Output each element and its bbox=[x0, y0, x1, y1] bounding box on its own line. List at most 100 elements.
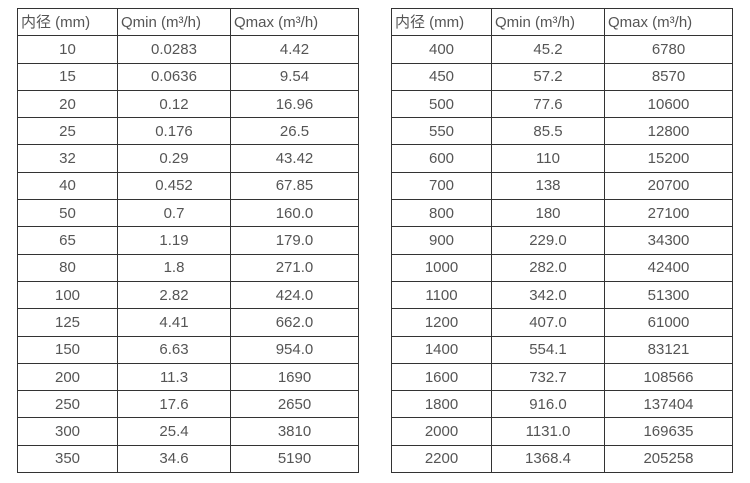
table-cell: 179.0 bbox=[230, 226, 359, 255]
table-cell: 2.82 bbox=[117, 280, 231, 310]
table-cell: 1400 bbox=[391, 335, 492, 364]
table-cell: 43.42 bbox=[230, 144, 359, 173]
table-row: 200 11.3 1690 bbox=[17, 362, 359, 392]
flow-table-small-diameters: 内径 (mm) Qmin (m³/h) Qmax (m³/h) 10 0.0283… bbox=[17, 7, 359, 474]
col-header-diameter: 内径 (mm) bbox=[391, 7, 492, 37]
table-cell: 0.12 bbox=[117, 89, 231, 119]
table-cell: 50 bbox=[17, 199, 118, 228]
table-cell: 40 bbox=[17, 171, 118, 201]
table-cell: 5190 bbox=[230, 444, 359, 474]
table-cell: 4.41 bbox=[117, 308, 231, 337]
table-cell: 2000 bbox=[391, 417, 492, 446]
table-row: 25 0.176 26.5 bbox=[17, 117, 359, 146]
col-header-qmin: Qmin (m³/h) bbox=[117, 7, 231, 37]
table-cell: 4.42 bbox=[230, 35, 359, 64]
table-cell: 1.8 bbox=[117, 253, 231, 282]
table-cell: 83121 bbox=[604, 335, 733, 364]
table-cell: 10600 bbox=[604, 89, 733, 119]
table-row: 550 85.5 12800 bbox=[391, 117, 733, 146]
table-row: 1000 282.0 42400 bbox=[391, 253, 733, 282]
table-row: 700 138 20700 bbox=[391, 171, 733, 201]
table-cell: 0.7 bbox=[117, 199, 231, 228]
table-cell: 160.0 bbox=[230, 199, 359, 228]
table-cell: 900 bbox=[391, 226, 492, 255]
table-cell: 2200 bbox=[391, 444, 492, 474]
table-cell: 3810 bbox=[230, 417, 359, 446]
table-row: 600 110 15200 bbox=[391, 144, 733, 173]
table-cell: 9.54 bbox=[230, 62, 359, 91]
table-cell: 0.0283 bbox=[117, 35, 231, 64]
table-cell: 25.4 bbox=[117, 417, 231, 446]
table-cell: 17.6 bbox=[117, 390, 231, 419]
table-row: 1100 342.0 51300 bbox=[391, 280, 733, 310]
table-row: 50 0.7 160.0 bbox=[17, 199, 359, 228]
table-cell: 15 bbox=[17, 62, 118, 91]
table-cell: 424.0 bbox=[230, 280, 359, 310]
table-row: 40 0.452 67.85 bbox=[17, 171, 359, 201]
table-cell: 1800 bbox=[391, 390, 492, 419]
table-row: 1800 916.0 137404 bbox=[391, 390, 733, 419]
table-cell: 229.0 bbox=[491, 226, 605, 255]
table-cell: 45.2 bbox=[491, 35, 605, 64]
table-cell: 10 bbox=[17, 35, 118, 64]
table-cell: 65 bbox=[17, 226, 118, 255]
table-cell: 700 bbox=[391, 171, 492, 201]
table-cell: 342.0 bbox=[491, 280, 605, 310]
col-header-qmin: Qmin (m³/h) bbox=[491, 7, 605, 37]
table-cell: 34.6 bbox=[117, 444, 231, 474]
table-cell: 350 bbox=[17, 444, 118, 474]
col-header-qmax: Qmax (m³/h) bbox=[604, 7, 733, 37]
flow-table-large-diameters: 内径 (mm) Qmin (m³/h) Qmax (m³/h) 400 45.2 6… bbox=[391, 7, 733, 474]
table-cell: 0.29 bbox=[117, 144, 231, 173]
table-cell: 732.7 bbox=[491, 362, 605, 392]
table-cell: 42400 bbox=[604, 253, 733, 282]
table-row: 450 57.2 8570 bbox=[391, 62, 733, 91]
table-cell: 1200 bbox=[391, 308, 492, 337]
table-cell: 1690 bbox=[230, 362, 359, 392]
col-header-diameter: 内径 (mm) bbox=[17, 7, 118, 37]
table-cell: 6.63 bbox=[117, 335, 231, 364]
table-cell: 27100 bbox=[604, 199, 733, 228]
table-row: 2200 1368.4 205258 bbox=[391, 444, 733, 474]
table-cell: 407.0 bbox=[491, 308, 605, 337]
header-row: 内径 (mm) Qmin (m³/h) Qmax (m³/h) bbox=[17, 7, 359, 37]
table-cell: 300 bbox=[17, 417, 118, 446]
table-cell: 138 bbox=[491, 171, 605, 201]
table-cell: 954.0 bbox=[230, 335, 359, 364]
table-cell: 16.96 bbox=[230, 89, 359, 119]
table-cell: 169635 bbox=[604, 417, 733, 446]
table-cell: 1.19 bbox=[117, 226, 231, 255]
table-cell: 20700 bbox=[604, 171, 733, 201]
table-row: 32 0.29 43.42 bbox=[17, 144, 359, 173]
table-cell: 271.0 bbox=[230, 253, 359, 282]
table-cell: 6780 bbox=[604, 35, 733, 64]
table-row: 125 4.41 662.0 bbox=[17, 308, 359, 337]
table-cell: 0.176 bbox=[117, 117, 231, 146]
table-cell: 32 bbox=[17, 144, 118, 173]
table-cell: 8570 bbox=[604, 62, 733, 91]
table-cell: 400 bbox=[391, 35, 492, 64]
table-cell: 800 bbox=[391, 199, 492, 228]
table-cell: 2650 bbox=[230, 390, 359, 419]
col-header-qmax: Qmax (m³/h) bbox=[230, 7, 359, 37]
table-cell: 554.1 bbox=[491, 335, 605, 364]
table-body: 400 45.2 6780 450 57.2 8570 500 77.6 10600 550 85.… bbox=[391, 35, 733, 474]
table-cell: 205258 bbox=[604, 444, 733, 474]
table-cell: 1000 bbox=[391, 253, 492, 282]
table-cell: 282.0 bbox=[491, 253, 605, 282]
table-cell: 0.0636 bbox=[117, 62, 231, 91]
table-cell: 51300 bbox=[604, 280, 733, 310]
table-cell: 150 bbox=[17, 335, 118, 364]
table-cell: 34300 bbox=[604, 226, 733, 255]
table-cell: 15200 bbox=[604, 144, 733, 173]
table-row: 800 180 27100 bbox=[391, 199, 733, 228]
table-cell: 57.2 bbox=[491, 62, 605, 91]
table-cell: 137404 bbox=[604, 390, 733, 419]
table-cell: 77.6 bbox=[491, 89, 605, 119]
table-row: 1400 554.1 83121 bbox=[391, 335, 733, 364]
table-cell: 100 bbox=[17, 280, 118, 310]
table-cell: 1131.0 bbox=[491, 417, 605, 446]
table-cell: 0.452 bbox=[117, 171, 231, 201]
table-row: 250 17.6 2650 bbox=[17, 390, 359, 419]
table-cell: 12800 bbox=[604, 117, 733, 146]
